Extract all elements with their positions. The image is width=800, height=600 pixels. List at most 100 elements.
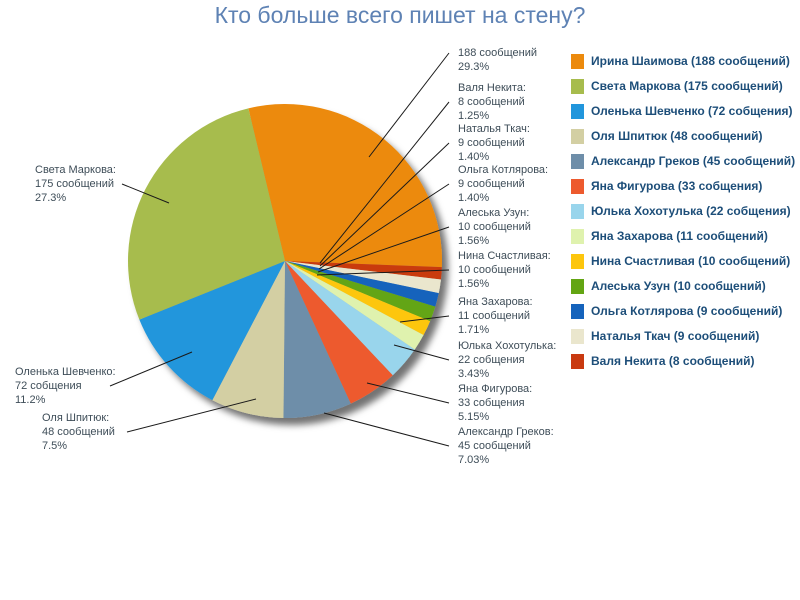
pie-slice-12[interactable] [139, 261, 285, 401]
callout-label-10: Александр Греков: 45 сообщений 7.03% [458, 425, 554, 467]
pie-slice-3[interactable] [285, 261, 441, 294]
leader-line-3 [319, 142, 450, 267]
leader-line-12 [109, 351, 193, 387]
pie-slice-6[interactable] [285, 261, 431, 336]
legend-label: Яна Фигурова (33 собщения) [591, 179, 763, 193]
legend-swatch [571, 129, 584, 144]
callout-line: 29.3% [458, 61, 490, 73]
legend-swatch [571, 104, 584, 119]
legend-item-4[interactable]: Оля Шпитюк (48 сообщений) [571, 129, 795, 144]
callout-line: 1.56% [458, 235, 490, 247]
legend-item-11[interactable]: Ольга Котлярова (9 сообщений) [571, 304, 795, 319]
legend-label: Оля Шпитюк (48 сообщений) [591, 129, 763, 143]
callout-label-13: Света Маркова: 175 сообщений 27.3% [35, 163, 116, 205]
callout-line: Света Маркова: [35, 164, 116, 176]
legend-label: Нина Счастливая (10 сообщений) [591, 254, 791, 268]
legend-item-13[interactable]: Валя Некита (8 сообщений) [571, 354, 795, 369]
legend-label: Яна Захарова (11 сообщений) [591, 229, 768, 243]
leader-line-5 [317, 226, 450, 273]
legend-swatch [571, 304, 584, 319]
callout-line: 22 собщения [458, 354, 525, 366]
legend-swatch [571, 354, 584, 369]
pie-slice-9[interactable] [285, 261, 393, 404]
leader-line-2 [319, 101, 450, 264]
legend-swatch [571, 329, 584, 344]
legend-item-2[interactable]: Света Маркова (175 сообщений) [571, 79, 795, 94]
pie-slice-11[interactable] [212, 261, 285, 418]
callout-line: Юлька Хохотулька: [458, 340, 557, 352]
leader-line-8 [393, 344, 450, 361]
callout-line: 1.40% [458, 151, 490, 163]
callout-line: Ольга Котлярова: [458, 164, 549, 176]
leader-line-10 [323, 412, 450, 447]
pie-slice-5[interactable] [285, 261, 436, 322]
callout-line: 1.40% [458, 192, 490, 204]
legend-item-10[interactable]: Алеська Узун (10 сообщений) [571, 279, 795, 294]
pie-slice-4[interactable] [285, 261, 439, 307]
callout-label-7: Яна Захарова: 11 сообщений 1.71% [458, 295, 533, 337]
callout-line: 7.5% [42, 440, 68, 452]
legend-item-8[interactable]: Яна Захарова (11 сообщений) [571, 229, 795, 244]
pie-slice-10[interactable] [283, 261, 351, 418]
pie-slice-1[interactable] [248, 104, 443, 268]
pie-slice-13[interactable] [128, 108, 285, 320]
callout-line: Яна Захарова: [458, 296, 533, 308]
callout-line: 5.15% [458, 411, 490, 423]
legend-label: Ольга Котлярова (9 сообщений) [591, 304, 783, 318]
legend-item-5[interactable]: Александр Греков (45 сообщений) [571, 154, 795, 169]
leader-line-7 [399, 315, 450, 323]
legend-item-12[interactable]: Наталья Ткач (9 сообщений) [571, 329, 795, 344]
callout-label-9: Яна Фигурова: 33 собщения 5.15% [458, 382, 532, 424]
callout-label-11: Оля Шпитюк: 48 сообщений 7.5% [42, 411, 115, 453]
legend-item-9[interactable]: Нина Счастливая (10 сообщений) [571, 254, 795, 269]
callout-line: 33 собщения [458, 397, 525, 409]
legend-item-6[interactable]: Яна Фигурова (33 собщения) [571, 179, 795, 194]
legend-swatch [571, 54, 584, 69]
legend-swatch [571, 229, 584, 244]
legend-swatch [571, 254, 584, 269]
callout-line: Алеська Узун: [458, 207, 530, 219]
callout-line: 11 сообщений [458, 310, 531, 322]
legend: Ирина Шаимова (188 сообщений) Света Марко… [571, 54, 795, 379]
callout-label-12: Оленька Шевченко: 72 собщения 11.2% [15, 365, 116, 407]
legend-label: Света Маркова (175 сообщений) [591, 79, 783, 93]
callout-line: 1.25% [458, 110, 490, 122]
callout-line: Яна Фигурова: [458, 383, 533, 395]
pie-slice-8[interactable] [285, 261, 415, 376]
leader-line-11 [126, 398, 257, 433]
callout-line: 188 сообщений [458, 47, 537, 59]
callout-line: Оля Шпитюк: [42, 412, 110, 424]
pie-slice-7[interactable] [285, 261, 424, 350]
legend-swatch [571, 179, 584, 194]
callout-label-8: Юлька Хохотулька: 22 собщения 3.43% [458, 339, 556, 381]
callout-label-3: Наталья Ткач: 9 сообщений 1.40% [458, 122, 530, 164]
legend-swatch [571, 79, 584, 94]
callout-line: 11.2% [15, 394, 46, 406]
leader-line-1 [368, 52, 450, 158]
callout-line: 72 собщения [15, 380, 82, 392]
leader-line-9 [366, 382, 450, 404]
leader-line-4 [318, 183, 450, 270]
legend-label: Ирина Шаимова (188 сообщений) [591, 54, 790, 68]
legend-item-3[interactable]: Оленька Шевченко (72 собщения) [571, 104, 795, 119]
chart-title: Кто больше всего пишет на стену? [214, 2, 586, 28]
callout-line: 45 сообщений [458, 440, 531, 452]
legend-label: Наталья Ткач (9 сообщений) [591, 329, 760, 343]
callout-label-2: Валя Некита: 8 сообщений 1.25% [458, 81, 526, 123]
legend-item-7[interactable]: Юлька Хохотулька (22 собщения) [571, 204, 795, 219]
legend-label: Оленька Шевченко (72 собщения) [591, 104, 793, 118]
callout-line: Наталья Ткач: [458, 123, 530, 135]
pie-slices [128, 104, 443, 418]
callout-line: 1.71% [458, 324, 490, 336]
legend-item-1[interactable]: Ирина Шаимова (188 сообщений) [571, 54, 795, 69]
callout-line: 175 сообщений [35, 178, 114, 190]
callout-label-4: Ольга Котлярова: 9 сообщений 1.40% [458, 163, 548, 205]
legend-swatch [571, 279, 584, 294]
callout-line: 3.43% [458, 368, 490, 380]
legend-swatch [571, 154, 584, 169]
callout-line: Оленька Шевченко: [15, 366, 116, 378]
callout-leader-lines [109, 52, 450, 447]
callout-line: 1.56% [458, 278, 490, 290]
